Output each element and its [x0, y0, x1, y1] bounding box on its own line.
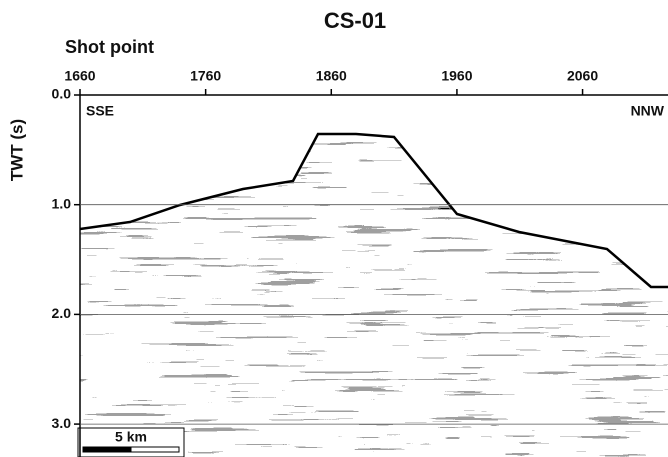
y-tick-label: 2.0	[52, 305, 72, 321]
left-label: SSE	[86, 103, 114, 119]
x-tick-label: 1760	[190, 68, 221, 84]
chart-title: CS-01	[324, 8, 386, 33]
y-axis-label: TWT (s)	[7, 119, 26, 181]
x-axis-label: Shot point	[65, 37, 154, 57]
x-tick-label: 1960	[441, 68, 472, 84]
x-tick-label: 1660	[64, 68, 95, 84]
scale-bar: 5 km	[77, 427, 185, 457]
scale-white	[130, 446, 180, 453]
y-tick-label: 0.0	[52, 86, 72, 102]
y-tick-label: 1.0	[52, 195, 72, 211]
right-label: NNW	[631, 103, 665, 119]
scale-black	[82, 446, 132, 453]
scale-label: 5 km	[115, 429, 147, 445]
y-tick-label: 3.0	[52, 415, 72, 431]
x-tick-label: 1860	[316, 68, 347, 84]
x-tick-label: 2060	[567, 68, 598, 84]
